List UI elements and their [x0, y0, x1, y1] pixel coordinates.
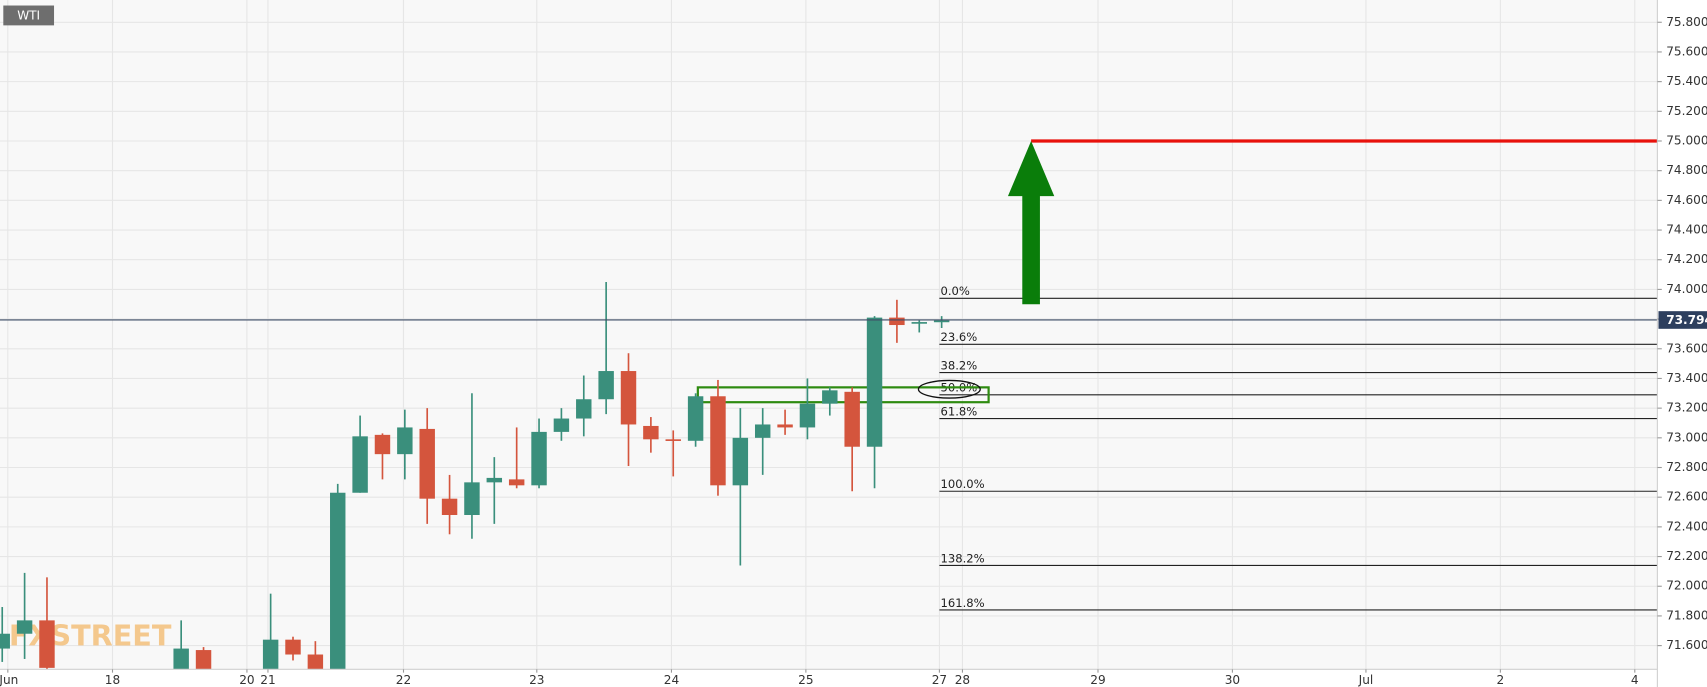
fib-levels: 0.0%23.6%38.2%50.0%61.8%100.0%138.2%161.…: [696, 284, 1658, 611]
candle-body: [508, 479, 525, 486]
candle-body: [799, 403, 816, 428]
grid: [0, 0, 1658, 670]
y-tick-label: 74.400: [1666, 223, 1707, 237]
x-tick-label: 30: [1225, 673, 1240, 687]
candle-body: [866, 317, 883, 447]
x-tick-label: 20: [239, 673, 254, 687]
candle-body: [0, 633, 10, 649]
candle-body: [576, 399, 592, 419]
highlight-ellipse: [917, 379, 981, 399]
x-tick-label: 2: [1497, 673, 1505, 687]
x-tick-label: 27: [932, 673, 947, 687]
axes: 71.600 71.800 72.000 72.200 72.400 72.600 72.8…: [0, 15, 1707, 687]
y-tick-label: 75.800: [1666, 15, 1707, 29]
symbol-badge: [3, 5, 55, 26]
candle-body: [441, 498, 458, 516]
plot-background: [0, 0, 1657, 669]
y-tick-label: 73.400: [1666, 371, 1707, 385]
x-tick-label: 29: [1090, 673, 1105, 687]
last-price-badge: [1658, 311, 1707, 329]
candle-body: [195, 650, 212, 670]
y-tick-label: 72.200: [1666, 549, 1707, 563]
price-axis-background: [1657, 0, 1707, 687]
candle-body: [911, 322, 927, 324]
y-tick-label: 71.600: [1666, 638, 1707, 652]
x-tick-label: 24: [664, 673, 680, 687]
y-tick-label: 74.000: [1666, 282, 1707, 296]
candle-body: [553, 418, 570, 432]
candle-body: [173, 648, 189, 670]
y-tick-label: 74.200: [1666, 252, 1707, 266]
zone-box: [696, 386, 990, 404]
x-tick-label: 21: [260, 673, 275, 687]
y-tick-label: 73.200: [1666, 401, 1707, 415]
candle-body: [285, 639, 301, 655]
candle-body: [39, 620, 55, 668]
x-tick-label: 18: [105, 673, 120, 687]
y-tick-label: 72.800: [1666, 460, 1707, 474]
candle-body: [933, 320, 950, 323]
candle-body: [397, 427, 413, 455]
fib-label: 161.8%: [941, 596, 985, 610]
y-tick-label: 74.800: [1666, 163, 1707, 177]
candle-body: [16, 620, 33, 634]
y-tick-label: 75.200: [1666, 104, 1707, 118]
fib-label: 38.2%: [941, 358, 978, 372]
candle-body: [822, 390, 838, 404]
candle-body: [754, 424, 771, 438]
candle-body: [643, 425, 659, 440]
y-tick-label: 72.000: [1666, 579, 1707, 593]
candle-body: [598, 371, 614, 400]
arrow: [1007, 140, 1055, 305]
candle-body: [352, 436, 368, 493]
fib-label: 100.0%: [941, 477, 985, 491]
chart-title: WTI: [17, 8, 40, 22]
candle-body: [777, 424, 793, 428]
candle-body: [262, 639, 279, 670]
fib-label: 61.8%: [941, 404, 978, 418]
x-tick-label: 22: [396, 673, 411, 687]
x-tick-label: Jun: [0, 673, 18, 687]
candle-body: [665, 439, 681, 441]
fib-label: 23.6%: [941, 330, 978, 344]
candle-body: [732, 437, 749, 486]
candle-body: [687, 396, 704, 441]
candle-body: [464, 482, 480, 516]
candles: [0, 281, 950, 670]
y-tick-label: 71.800: [1666, 608, 1707, 622]
x-tick-label: 4: [1631, 673, 1639, 687]
annotations: [0, 139, 1658, 321]
candle-body: [531, 431, 547, 486]
candle-body: [844, 391, 860, 447]
candle-body: [374, 434, 391, 455]
candle-body: [710, 396, 726, 486]
candle-body: [419, 428, 435, 499]
y-tick-label: 75.400: [1666, 74, 1707, 88]
y-tick-label: 72.400: [1666, 519, 1707, 533]
candle-body: [330, 492, 346, 670]
y-tick-label: 75.600: [1666, 44, 1707, 58]
y-tick-label: 72.600: [1666, 490, 1707, 504]
watermark: FXSTREET: [9, 618, 172, 652]
x-tick-label: 28: [955, 673, 970, 687]
fib-label: 0.0%: [941, 284, 970, 298]
fib-label: 138.2%: [941, 551, 985, 565]
y-tick-label: 73.600: [1666, 341, 1707, 355]
candle-body: [307, 654, 324, 670]
last-price-label: 73.794: [1666, 313, 1707, 327]
candle-body: [620, 371, 637, 425]
time-axis-background: [0, 669, 1658, 687]
y-tick-label: 75.000: [1666, 133, 1707, 147]
x-tick-label: Jul: [1358, 673, 1374, 687]
x-tick-label: 23: [529, 673, 544, 687]
y-tick-label: 74.600: [1666, 193, 1707, 207]
x-tick-label: 25: [798, 673, 813, 687]
candle-body: [486, 477, 503, 483]
candle-body: [889, 317, 905, 326]
y-tick-label: 73.000: [1666, 430, 1707, 444]
